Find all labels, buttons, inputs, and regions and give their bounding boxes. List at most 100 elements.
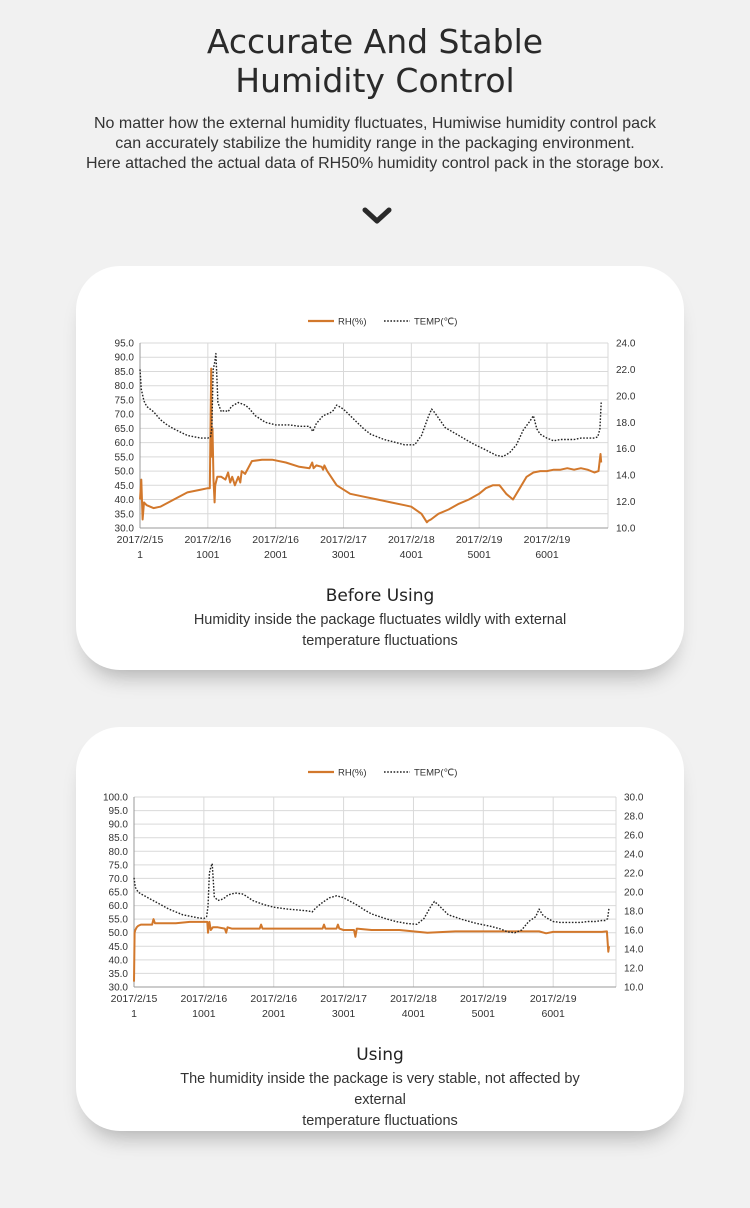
chart-0-y-tick-label: 95.0 <box>115 339 135 350</box>
chart-1-y2-tick-label: 18.0 <box>624 907 644 918</box>
chart-1-x-tick-number: 1001 <box>192 1008 216 1020</box>
chart-1-x-tick-number: 6001 <box>542 1008 566 1020</box>
chart-1-y-tick-label: 85.0 <box>109 833 129 844</box>
chart-0-y-tick-label: 75.0 <box>115 395 135 406</box>
chart-0-series-temp-line <box>139 352 602 458</box>
chart-0-y-tick-label: 65.0 <box>115 424 135 435</box>
chart-1-legend-temp-label: TEMP(℃) <box>414 768 457 779</box>
chart-1-x-tick-date: 2017/2/19 <box>530 993 577 1005</box>
page-title: Accurate And Stable Humidity Control <box>0 22 750 100</box>
chart-1-y2-tick-label: 12.0 <box>624 964 644 975</box>
chart-1-y2-tick-label: 30.0 <box>624 793 644 804</box>
chart-1-y2-tick-label: 24.0 <box>624 850 644 861</box>
chart-0-y2-tick-label: 12.0 <box>616 497 636 508</box>
chart-1-x-tick-number: 5001 <box>472 1008 496 1020</box>
chart-0-y-tick-label: 45.0 <box>115 481 135 492</box>
chart-1-x-tick-date: 2017/2/16 <box>250 993 297 1005</box>
chart-0-y-tick-label: 85.0 <box>115 367 135 378</box>
chart-1-x-tick-date: 2017/2/17 <box>320 993 367 1005</box>
chart-1-x-tick-number: 4001 <box>402 1008 426 1020</box>
caption-body-using: The humidity inside the package is very … <box>170 1069 590 1132</box>
intro-line-2: can accurately stabilize the humidity ra… <box>115 135 635 152</box>
chart-0-y2-tick-label: 14.0 <box>616 471 636 482</box>
chart-0-x-tick-date: 2017/2/16 <box>184 534 231 546</box>
chart-card-using: 30.0 35.0 40.0 45.0 50.0 55.0 60.0 65.0 70.0 75.0… <box>76 727 684 1131</box>
chart-0-y-tick-label: 35.0 <box>115 509 135 520</box>
chart-1-y-tick-label: 95.0 <box>109 806 129 817</box>
intro-line-1: No matter how the external humidity fluc… <box>93 115 656 132</box>
chart-1-y-tick-label: 35.0 <box>109 969 129 980</box>
chart-0-x-tick-date: 2017/2/17 <box>320 534 367 546</box>
chart-0-x-tick-date: 2017/2/18 <box>388 534 435 546</box>
caption-line-1: The humidity inside the package is very … <box>180 1071 580 1108</box>
caption-line-2: temperature fluctuations <box>302 633 458 649</box>
chart-0-y2-tick-label: 24.0 <box>616 339 636 350</box>
chart-0-y-tick-label: 40.0 <box>115 495 135 506</box>
chart-0-y-tick-label: 55.0 <box>115 452 135 463</box>
chart-1-y-tick-label: 75.0 <box>109 860 129 871</box>
chart-0-x-tick-date: 2017/2/15 <box>117 534 164 546</box>
chart-1-y-tick-label: 30.0 <box>109 983 129 994</box>
chart-1-y2-tick-label: 14.0 <box>624 945 644 956</box>
chart-card-before: 30.0 35.0 40.0 45.0 50.0 55.0 60.0 65.0 70.0 75.0… <box>76 266 684 670</box>
chevron-down-icon <box>362 207 392 224</box>
chart-1-legend-rh-label: RH(%) <box>338 768 367 779</box>
page-title-line-1: Accurate And Stable <box>206 22 544 61</box>
chart-1-x-tick-date: 2017/2/18 <box>390 993 437 1005</box>
chart-0-x-tick-number: 6001 <box>535 549 559 561</box>
intro-text: No matter how the external humidity fluc… <box>60 114 690 174</box>
chart-using: 30.0 35.0 40.0 45.0 50.0 55.0 60.0 65.0 70.0 75.0… <box>103 768 644 1021</box>
chart-0-x-tick-number: 5001 <box>467 549 491 561</box>
page-title-line-2: Humidity Control <box>235 61 515 100</box>
chart-1-y2-tick-label: 10.0 <box>624 983 644 994</box>
chart-0-y2-tick-label: 20.0 <box>616 391 636 402</box>
chart-0-x-tick-number: 4001 <box>400 549 424 561</box>
chart-0-y2-tick-label: 22.0 <box>616 365 636 376</box>
chart-1-y-tick-label: 60.0 <box>109 901 129 912</box>
chart-1-y2-tick-label: 28.0 <box>624 812 644 823</box>
chart-0-x-tick-date: 2017/2/19 <box>524 534 571 546</box>
chart-1-x-tick-number: 3001 <box>332 1008 356 1020</box>
chart-1-y-tick-label: 45.0 <box>109 942 129 953</box>
chart-0-x-tick-number: 3001 <box>332 549 356 561</box>
chart-1-y-tick-label: 100.0 <box>103 793 128 804</box>
chart-1-y2-tick-label: 26.0 <box>624 831 644 842</box>
chart-1-y-tick-label: 90.0 <box>109 820 129 831</box>
chart-1-y2-tick-label: 20.0 <box>624 888 644 899</box>
chart-1-y-tick-label: 40.0 <box>109 955 129 966</box>
chart-1-x-tick-date: 2017/2/15 <box>111 993 158 1005</box>
caption-title-using: Using <box>356 1045 404 1065</box>
chart-1-y-tick-label: 70.0 <box>109 874 129 885</box>
chart-0-legend-temp-label: TEMP(℃) <box>414 317 457 328</box>
chart-0-x-tick-number: 2001 <box>264 549 288 561</box>
chart-1-x-tick-date: 2017/2/16 <box>181 993 228 1005</box>
chart-1-x-tick-number: 1 <box>131 1008 137 1020</box>
chart-0-x-tick-number: 1001 <box>196 549 220 561</box>
chart-1-x-tick-date: 2017/2/19 <box>460 993 507 1005</box>
caption-line-2: temperature fluctuations <box>302 1113 458 1129</box>
chart-1-y2-tick-label: 16.0 <box>624 926 644 937</box>
chart-0-y-tick-label: 80.0 <box>115 381 135 392</box>
chart-0-y-tick-label: 90.0 <box>115 353 135 364</box>
chart-0-legend-rh-label: RH(%) <box>338 317 367 328</box>
chart-1-y-tick-label: 50.0 <box>109 928 129 939</box>
chart-0-y-tick-label: 70.0 <box>115 410 135 421</box>
chart-0-y2-tick-label: 16.0 <box>616 444 636 455</box>
caption-line-1: Humidity inside the package fluctuates w… <box>193 612 567 628</box>
chart-1-y-tick-label: 55.0 <box>109 915 129 926</box>
chart-0-y2-tick-label: 10.0 <box>616 524 636 535</box>
chart-0-y-tick-label: 30.0 <box>115 524 135 535</box>
chart-1-series-rh-line <box>133 918 610 982</box>
caption-body-before: Humidity inside the package fluctuates w… <box>170 610 590 652</box>
chart-1-y-tick-label: 80.0 <box>109 847 129 858</box>
caption-title-before: Before Using <box>325 586 435 606</box>
chart-1-y-tick-label: 65.0 <box>109 888 129 899</box>
chart-1-x-tick-number: 2001 <box>262 1008 286 1020</box>
chart-1-y2-tick-label: 22.0 <box>624 869 644 880</box>
chart-0-x-tick-number: 1 <box>137 549 143 561</box>
chart-0-y2-tick-label: 18.0 <box>616 418 636 429</box>
chart-0-x-tick-date: 2017/2/16 <box>252 534 299 546</box>
chart-0-x-tick-date: 2017/2/19 <box>456 534 503 546</box>
chart-0-y-tick-label: 50.0 <box>115 467 135 478</box>
intro-line-3: Here attached the actual data of RH50% h… <box>85 155 665 172</box>
